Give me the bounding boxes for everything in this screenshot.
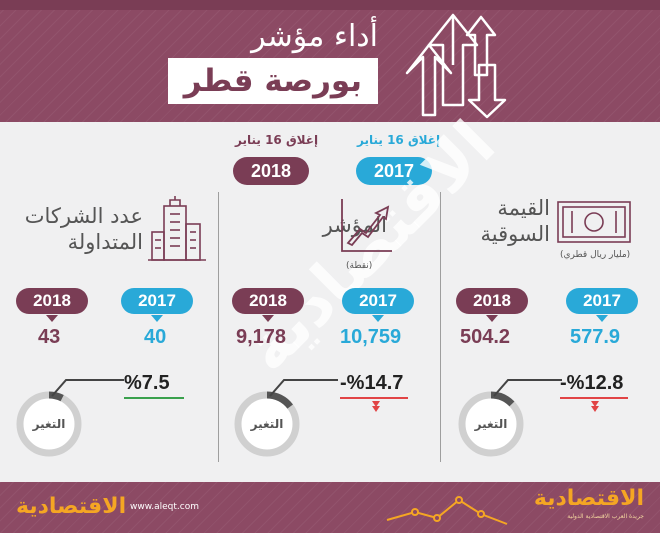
growth-chart-icon bbox=[341, 199, 392, 252]
ring-gauge-icon bbox=[234, 391, 300, 457]
header-banner: أداء مؤشر بورصة قطر bbox=[0, 0, 660, 122]
market-cap-change-label: التغير bbox=[474, 417, 508, 431]
companies-value-2017: 40 bbox=[144, 326, 167, 348]
index-unit: (نقطة) bbox=[346, 261, 373, 271]
trend-line-icon bbox=[386, 496, 508, 525]
market-cap-value-2017: 577.9 bbox=[570, 326, 621, 348]
companies-value-2018: 43 bbox=[38, 326, 61, 348]
market-cap-arrow-2017 bbox=[596, 315, 608, 322]
header-title-line2: بورصة قطر bbox=[167, 58, 378, 104]
building-icon bbox=[148, 196, 206, 261]
market-cap-down-arrow-2 bbox=[591, 406, 599, 412]
index-callout-line bbox=[269, 379, 338, 397]
companies-pill-2018: 2018 bbox=[16, 288, 88, 314]
companies-change-underline bbox=[124, 397, 184, 399]
index-down-arrow-2 bbox=[372, 406, 380, 412]
companies-change: %7.5 bbox=[124, 372, 170, 394]
date-label-2017: إغلاق 16 يناير bbox=[357, 133, 441, 147]
market-cap-title-line2: السوقية bbox=[480, 222, 550, 246]
market-cap-value-2018: 504.2 bbox=[460, 326, 511, 348]
ring-arc bbox=[16, 391, 82, 457]
header-top-band bbox=[0, 0, 660, 10]
index-change: %14.7- bbox=[340, 372, 404, 394]
companies-arrow-2017 bbox=[151, 315, 163, 322]
index-change-underline bbox=[340, 397, 408, 399]
footer-logo-right: الاقتصادية bbox=[533, 486, 644, 511]
market-cap-pill-2018: 2018 bbox=[456, 288, 528, 314]
column-divider-left bbox=[218, 192, 219, 462]
market-cap-change-underline bbox=[560, 397, 628, 399]
companies-arrow-2018 bbox=[46, 315, 58, 322]
index-pill-2017: 2017 bbox=[342, 288, 414, 314]
market-cap-down-arrow bbox=[591, 401, 599, 407]
companies-pill-2017: 2017 bbox=[121, 288, 193, 314]
footer-logo-left: الاقتصادية bbox=[16, 494, 127, 519]
year-pill-2018: 2018 bbox=[233, 157, 309, 185]
companies-title-line1: عدد الشركات bbox=[24, 204, 143, 228]
index-value-2017: 10,759 bbox=[340, 326, 402, 348]
ring-gauge-icon bbox=[16, 391, 82, 457]
companies-callout-line bbox=[51, 379, 124, 397]
banknote-icon bbox=[557, 201, 631, 243]
ring-gauge-icon bbox=[458, 391, 524, 457]
index-arrow-2017 bbox=[372, 315, 384, 322]
index-arrow-2018 bbox=[262, 315, 274, 322]
index-value-2018: 9,178 bbox=[236, 326, 287, 348]
market-cap-unit: (مليار ريال قطري) bbox=[560, 250, 631, 260]
column-divider-right bbox=[440, 192, 441, 462]
date-label-2018: إغلاق 16 يناير bbox=[235, 133, 319, 147]
header-title-line1: أداء مؤشر bbox=[251, 19, 378, 54]
market-cap-callout-line bbox=[493, 379, 562, 397]
index-down-arrow bbox=[372, 401, 380, 407]
index-change-label: التغير bbox=[250, 417, 284, 431]
footer-url[interactable]: www.aleqt.com bbox=[130, 502, 199, 512]
market-cap-arrow-2018 bbox=[486, 315, 498, 322]
ring-arc bbox=[234, 391, 300, 457]
companies-title-line2: المتداولة bbox=[67, 230, 143, 254]
footer-pattern bbox=[0, 482, 660, 533]
market-cap-title-line1: القيمة bbox=[497, 196, 550, 220]
year-pill-2017: 2017 bbox=[356, 157, 432, 185]
footer-bar: الاقتصادية www.aleqt.com الاقتصادية جريد… bbox=[0, 482, 660, 533]
index-pill-2018: 2018 bbox=[232, 288, 304, 314]
footer-tagline: جريدة العرب الاقتصادية الدولية bbox=[567, 513, 644, 520]
ring-arc bbox=[458, 391, 524, 457]
up-down-arrows-icon bbox=[405, 13, 507, 119]
market-cap-change: %12.8- bbox=[560, 372, 624, 394]
companies-change-label: التغير bbox=[32, 417, 66, 431]
market-cap-pill-2017: 2017 bbox=[566, 288, 638, 314]
